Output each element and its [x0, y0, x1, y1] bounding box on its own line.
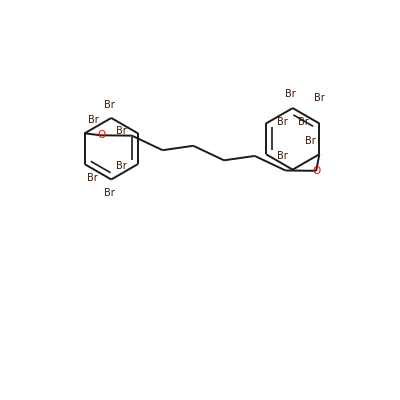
Text: Br: Br — [88, 115, 98, 125]
Text: Br: Br — [314, 93, 325, 103]
Text: Br: Br — [298, 116, 308, 126]
Text: O: O — [97, 130, 105, 140]
Text: Br: Br — [116, 126, 127, 136]
Text: Br: Br — [104, 188, 115, 198]
Text: O: O — [312, 166, 320, 176]
Text: Br: Br — [285, 90, 296, 100]
Text: Br: Br — [86, 173, 97, 183]
Text: Br: Br — [305, 136, 315, 146]
Text: Br: Br — [277, 116, 288, 126]
Text: Br: Br — [277, 151, 288, 161]
Text: Br: Br — [104, 100, 115, 110]
Text: Br: Br — [116, 161, 127, 171]
